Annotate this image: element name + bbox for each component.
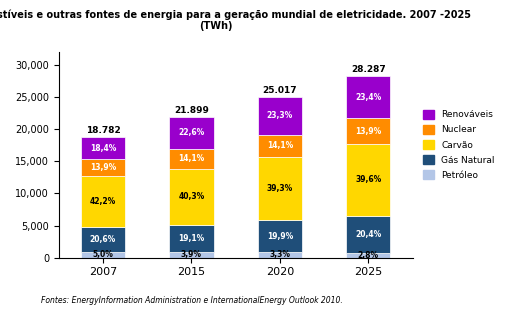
Bar [81, 137, 125, 159]
Text: 3,3%: 3,3% [269, 250, 290, 259]
Bar [258, 157, 302, 220]
Bar [258, 220, 302, 252]
Bar [169, 117, 213, 149]
Text: Combustíveis e outras fontes de energia para a geração mundial de eletricidade. : Combustíveis e outras fontes de energia … [0, 9, 471, 31]
Bar [169, 225, 213, 252]
Bar [81, 252, 125, 258]
Text: 13,9%: 13,9% [355, 127, 382, 136]
Bar [346, 216, 390, 253]
Text: 28.287: 28.287 [351, 65, 386, 74]
Bar [81, 159, 125, 176]
Bar [346, 118, 390, 144]
Text: Fontes: EnergyInformation Administration e InternationalEnergy Outlook 2010.: Fontes: EnergyInformation Administration… [41, 296, 343, 305]
Legend: Renováveis, Nuclear, Carvão, Gás Natural, Petróleo: Renováveis, Nuclear, Carvão, Gás Natural… [421, 107, 498, 183]
Text: 19,9%: 19,9% [267, 232, 293, 241]
Text: 3,9%: 3,9% [181, 250, 202, 259]
Text: 2,8%: 2,8% [358, 251, 379, 260]
Text: 42,2%: 42,2% [90, 197, 116, 206]
Text: 14,1%: 14,1% [179, 154, 205, 163]
Bar [169, 252, 213, 258]
Text: 39,6%: 39,6% [355, 175, 382, 184]
Text: 39,3%: 39,3% [267, 184, 293, 193]
Text: 20,4%: 20,4% [355, 230, 382, 239]
Text: 22,6%: 22,6% [179, 128, 205, 137]
Text: 23,4%: 23,4% [355, 93, 382, 102]
Text: 40,3%: 40,3% [179, 193, 205, 202]
Text: 18,4%: 18,4% [90, 144, 116, 153]
Bar [81, 227, 125, 252]
Text: 5,0%: 5,0% [92, 250, 113, 259]
Text: 20,6%: 20,6% [90, 235, 116, 244]
Bar [258, 135, 302, 157]
Text: 19,1%: 19,1% [179, 234, 205, 243]
Bar [346, 144, 390, 216]
Text: 25.017: 25.017 [263, 86, 297, 95]
Bar [81, 176, 125, 227]
Text: 21.899: 21.899 [174, 106, 209, 115]
Bar [346, 76, 390, 118]
Bar [346, 253, 390, 258]
Bar [169, 169, 213, 225]
Text: 23,3%: 23,3% [267, 111, 293, 120]
Text: 18.782: 18.782 [86, 126, 121, 135]
Text: 13,9%: 13,9% [90, 163, 116, 172]
Bar [169, 149, 213, 169]
Bar [258, 97, 302, 135]
Text: 14,1%: 14,1% [267, 142, 293, 151]
Bar [258, 252, 302, 258]
